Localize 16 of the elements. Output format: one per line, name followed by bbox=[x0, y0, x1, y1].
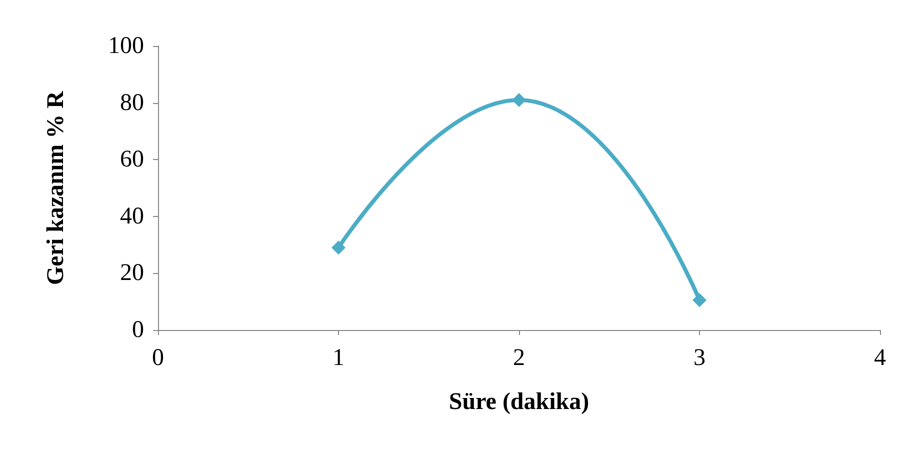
x-tick-label: 3 bbox=[694, 345, 706, 371]
x-axis-title: Süre (dakika) bbox=[448, 389, 590, 415]
point bbox=[692, 293, 706, 308]
y-tick-label: 0 bbox=[132, 317, 144, 343]
y-tick-label: 60 bbox=[120, 146, 144, 173]
x-tick-label: 4 bbox=[874, 345, 886, 371]
y-tick-label: 40 bbox=[120, 203, 144, 230]
point bbox=[512, 92, 526, 107]
y-tick-label: 100 bbox=[108, 33, 144, 59]
x-tick-label: 2 bbox=[513, 345, 525, 371]
y-tick-label: 20 bbox=[120, 260, 144, 286]
y-axis-title: Geri kazanım % R bbox=[43, 90, 69, 285]
x-tick-label: 1 bbox=[332, 345, 344, 371]
y-tick-label: 80 bbox=[120, 90, 144, 116]
x-tick-label: 0 bbox=[152, 345, 164, 371]
point bbox=[332, 240, 346, 255]
